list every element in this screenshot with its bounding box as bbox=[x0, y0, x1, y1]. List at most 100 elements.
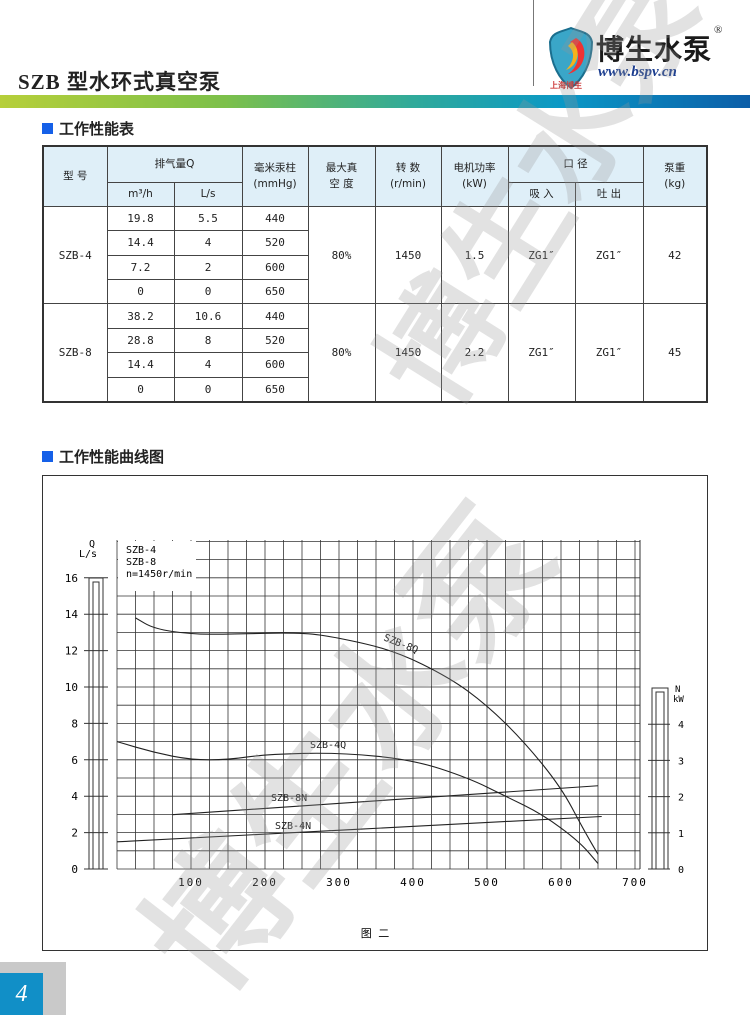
brand-sub: 上海博生 bbox=[550, 81, 582, 90]
y-tick-label: 0 bbox=[71, 863, 78, 876]
cell-mmhg: 600 bbox=[241, 352, 309, 378]
cell-m3h: 14.4 bbox=[106, 230, 175, 256]
table-row: SZB-8 38.2 10.6 440 80% 1450 2.2 ZG1″ ZG1″ 45 bbox=[42, 303, 708, 403]
legend-box bbox=[118, 541, 196, 591]
table-row: 0 0 650 bbox=[43, 376, 707, 403]
section-heading-chart: 工作性能曲线图 bbox=[42, 446, 164, 467]
cell-m3h: 0 bbox=[106, 279, 175, 305]
cell-mmhg: 600 bbox=[241, 254, 309, 281]
bullet-square-icon bbox=[42, 123, 53, 134]
cell-ls: 2 bbox=[173, 254, 243, 281]
header-vacuum: 最大真空 度 bbox=[307, 145, 376, 207]
header-weight: 泵重 (kg) bbox=[642, 145, 708, 207]
table-row: 7.2 2 600 bbox=[43, 254, 707, 281]
x-tick-label: 700 bbox=[622, 876, 648, 889]
x-tick-label: 600 bbox=[548, 876, 574, 889]
cell-mmhg: 440 bbox=[241, 303, 309, 329]
y-right-tick-label: 1 bbox=[678, 829, 684, 840]
header-speed: 转 数 (r/min) bbox=[374, 145, 442, 207]
series-label: SZB-8N bbox=[271, 793, 307, 804]
y-tick-label: 6 bbox=[71, 754, 78, 767]
section-title: 工作性能表 bbox=[59, 120, 135, 138]
chart-frame bbox=[42, 475, 708, 951]
y-right-tick-label: 2 bbox=[678, 793, 684, 804]
cell-inlet: ZG1″ bbox=[507, 303, 576, 403]
logo-emblem-icon bbox=[548, 26, 594, 90]
y-tick-label: 14 bbox=[65, 608, 79, 621]
cell-vacuum: 80% bbox=[307, 205, 376, 305]
series-szb-8q bbox=[135, 617, 599, 855]
cell-ls: 4 bbox=[173, 352, 243, 378]
brand-url[interactable]: www.bspv.cn bbox=[598, 64, 677, 80]
y-right-tick-label: 4 bbox=[678, 720, 684, 731]
table-row: SZB-4 19.8 5.5 440 80% 1450 1.5 ZG1″ ZG1″ 42 bbox=[42, 205, 708, 305]
cell-weight: 42 bbox=[642, 205, 708, 305]
legend-text: n=1450r/min bbox=[126, 569, 192, 580]
cell-speed: 1450 bbox=[374, 303, 442, 403]
header-power: 电机功率 (kW) bbox=[440, 145, 509, 207]
header-port: 口 径 bbox=[507, 145, 644, 183]
bullet-square-icon bbox=[42, 451, 53, 462]
cell-power: 1.5 bbox=[440, 205, 509, 305]
cell-outlet: ZG1″ bbox=[574, 205, 644, 305]
left-axis-bar-inner bbox=[92, 581, 100, 870]
chart-caption: 图 二 bbox=[361, 927, 390, 940]
x-tick-label: 300 bbox=[326, 876, 352, 889]
cell-m3h: 7.2 bbox=[106, 254, 175, 281]
table-row: 28.8 8 520 bbox=[43, 327, 707, 354]
cell-mmhg: 520 bbox=[241, 327, 309, 354]
cell-ls: 5.5 bbox=[173, 205, 243, 232]
header-ls: L/s bbox=[173, 181, 243, 207]
right-axis-bar bbox=[651, 687, 669, 870]
cell-mmhg: 650 bbox=[241, 279, 309, 305]
page-number: 4 bbox=[0, 973, 43, 1015]
y-right-tick-label: 3 bbox=[678, 756, 684, 767]
x-tick-label: 200 bbox=[252, 876, 278, 889]
series-szb-4q bbox=[116, 741, 599, 864]
y-axis-label-top: Q bbox=[89, 539, 95, 550]
series-szb-8n bbox=[172, 785, 599, 816]
header-gradient-band bbox=[0, 95, 750, 108]
x-tick-label: 400 bbox=[400, 876, 426, 889]
x-tick-label: 500 bbox=[474, 876, 500, 889]
cell-m3h: 14.4 bbox=[106, 352, 175, 378]
header-divider bbox=[533, 0, 534, 86]
y-tick-label: 4 bbox=[71, 790, 78, 803]
series-szb-4n bbox=[116, 815, 602, 843]
table-row: 14.4 4 520 bbox=[43, 230, 707, 256]
cell-model: SZB-8 bbox=[42, 303, 108, 403]
x-tick-label: 100 bbox=[178, 876, 204, 889]
cell-ls: 10.6 bbox=[173, 303, 243, 329]
cell-m3h: 0 bbox=[106, 376, 175, 403]
brand-name: 博生水泵 bbox=[596, 33, 713, 66]
legend-text: SZB-4 bbox=[126, 545, 156, 556]
y-right-tick-label: 0 bbox=[678, 865, 684, 876]
cell-power: 2.2 bbox=[440, 303, 509, 403]
cell-ls: 0 bbox=[173, 376, 243, 403]
cell-inlet: ZG1″ bbox=[507, 205, 576, 305]
cell-weight: 45 bbox=[642, 303, 708, 403]
cell-ls: 4 bbox=[173, 230, 243, 256]
header-m3h: m³/h bbox=[106, 181, 175, 207]
page-title: SZB 型水环式真空泵 bbox=[18, 70, 221, 94]
y-tick-label: 2 bbox=[71, 827, 78, 840]
table-row: 0 0 650 bbox=[43, 279, 707, 305]
cell-m3h: 28.8 bbox=[106, 327, 175, 354]
series-label: SZB-4Q bbox=[310, 740, 346, 751]
y-tick-label: 16 bbox=[65, 572, 78, 585]
series-label: SZB-4N bbox=[275, 821, 311, 832]
cell-outlet: ZG1″ bbox=[574, 303, 644, 403]
registered-mark: ® bbox=[714, 24, 723, 36]
y-right-label: kW bbox=[673, 695, 684, 705]
section-heading-table: 工作性能表 bbox=[42, 118, 134, 139]
brand-logo bbox=[546, 24, 726, 94]
legend-text: SZB-8 bbox=[126, 557, 156, 568]
header-outlet: 吐 出 bbox=[574, 181, 644, 207]
y-tick-label: 10 bbox=[65, 681, 78, 694]
series-label: SZB-8Q bbox=[382, 633, 420, 657]
cell-m3h: 38.2 bbox=[106, 303, 175, 329]
y-tick-label: 8 bbox=[71, 717, 78, 730]
right-axis-bar-inner bbox=[655, 691, 665, 870]
section-title: 工作性能曲线图 bbox=[59, 448, 165, 466]
